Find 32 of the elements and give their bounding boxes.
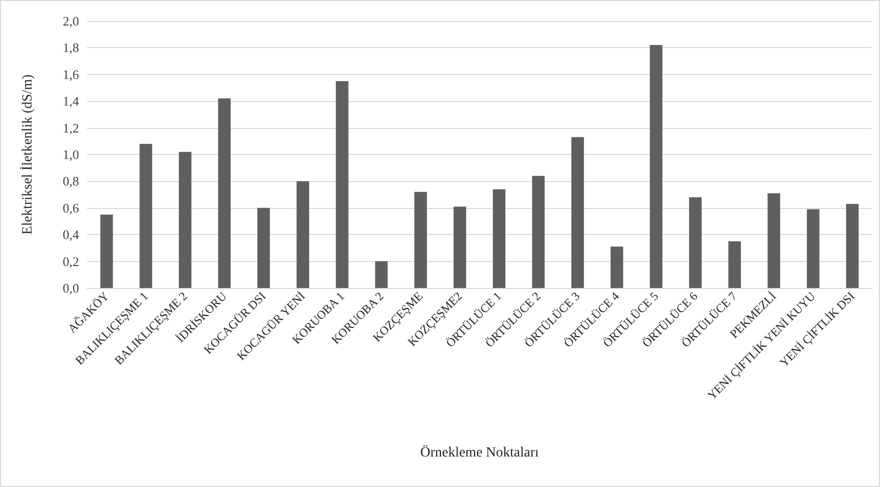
x-axis-title: Örnekleme Noktaları: [420, 444, 539, 460]
bar: [178, 152, 192, 288]
y-axis-title: Elektriksel İletkenlik (dS/m): [20, 74, 36, 235]
bar: [689, 197, 702, 288]
bar: [610, 246, 624, 288]
y-tick-label: 0,8: [62, 174, 79, 189]
bar: [336, 81, 348, 288]
bar: [768, 193, 780, 288]
y-tick-label: 1,2: [62, 120, 79, 136]
bar: [806, 209, 820, 288]
y-tick-label: 1,8: [62, 40, 79, 56]
bar: [296, 181, 310, 288]
bar: [846, 204, 859, 288]
bar: [375, 261, 388, 288]
bar: [492, 189, 506, 288]
bar: [728, 241, 741, 288]
y-tick-label: 0,6: [62, 200, 80, 216]
bar: [140, 144, 152, 288]
y-tick-label: 1,6: [62, 66, 80, 82]
bar: [571, 137, 584, 288]
bar: [100, 214, 113, 288]
y-tick-label: 0,4: [62, 227, 80, 242]
y-tick-label: 2,0: [62, 14, 79, 28]
bar: [532, 176, 545, 288]
bar: [454, 206, 466, 288]
bar: [218, 98, 231, 288]
bar: [650, 45, 662, 288]
bar: [414, 192, 427, 288]
bar: [257, 208, 270, 288]
y-tick-label: 1,0: [62, 147, 79, 162]
y-tick-label: 0,2: [62, 254, 79, 269]
y-tick-label: 1,4: [62, 94, 80, 109]
